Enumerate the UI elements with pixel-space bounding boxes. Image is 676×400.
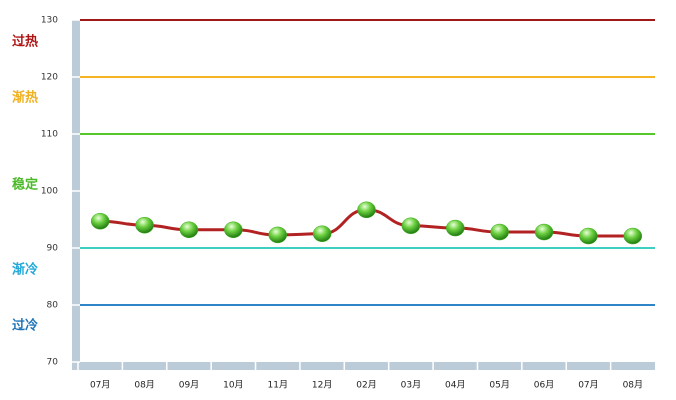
y-tick-label: 130 xyxy=(41,16,58,26)
x-tick-label: 05月 xyxy=(489,380,509,391)
zone-label: 渐冷 xyxy=(12,262,38,278)
x-tick-label: 08月 xyxy=(134,380,154,391)
x-tick-label: 12月 xyxy=(312,380,332,391)
data-point xyxy=(312,225,332,242)
data-point xyxy=(490,223,509,241)
data-point xyxy=(446,219,465,237)
data-point xyxy=(179,221,199,239)
zone-label: 过热 xyxy=(12,34,38,50)
data-point xyxy=(579,227,598,245)
y-tick-label: 90 xyxy=(47,244,59,254)
data-point xyxy=(357,201,376,219)
x-tick-label: 07月 xyxy=(90,380,110,391)
data-point xyxy=(224,221,243,239)
data-point xyxy=(401,217,421,235)
y-tick-label: 110 xyxy=(41,130,58,140)
y-axis-bar xyxy=(72,20,80,370)
zone-label: 渐热 xyxy=(12,90,38,106)
data-point xyxy=(534,223,554,241)
x-tick-label: 02月 xyxy=(356,380,376,391)
x-axis-bar xyxy=(72,362,655,370)
data-point xyxy=(135,216,154,234)
y-tick-label: 120 xyxy=(41,73,58,83)
x-tick-label: 07月 xyxy=(578,380,598,391)
data-point xyxy=(623,227,643,245)
x-tick-label: 06月 xyxy=(534,380,554,391)
zone-label: 稳定 xyxy=(12,177,38,193)
x-tick-label: 04月 xyxy=(445,380,465,391)
data-point xyxy=(90,212,110,230)
y-tick-label: 100 xyxy=(41,187,58,197)
x-tick-label: 03月 xyxy=(401,380,421,391)
x-tick-label: 11月 xyxy=(268,380,288,391)
x-tick-label: 09月 xyxy=(179,380,199,391)
zone-label: 过冷 xyxy=(12,318,38,334)
y-tick-label: 80 xyxy=(47,301,59,311)
x-tick-label: 10月 xyxy=(223,380,243,391)
x-tick-label: 08月 xyxy=(623,380,643,391)
data-point xyxy=(268,226,287,244)
y-tick-label: 70 xyxy=(47,358,59,368)
